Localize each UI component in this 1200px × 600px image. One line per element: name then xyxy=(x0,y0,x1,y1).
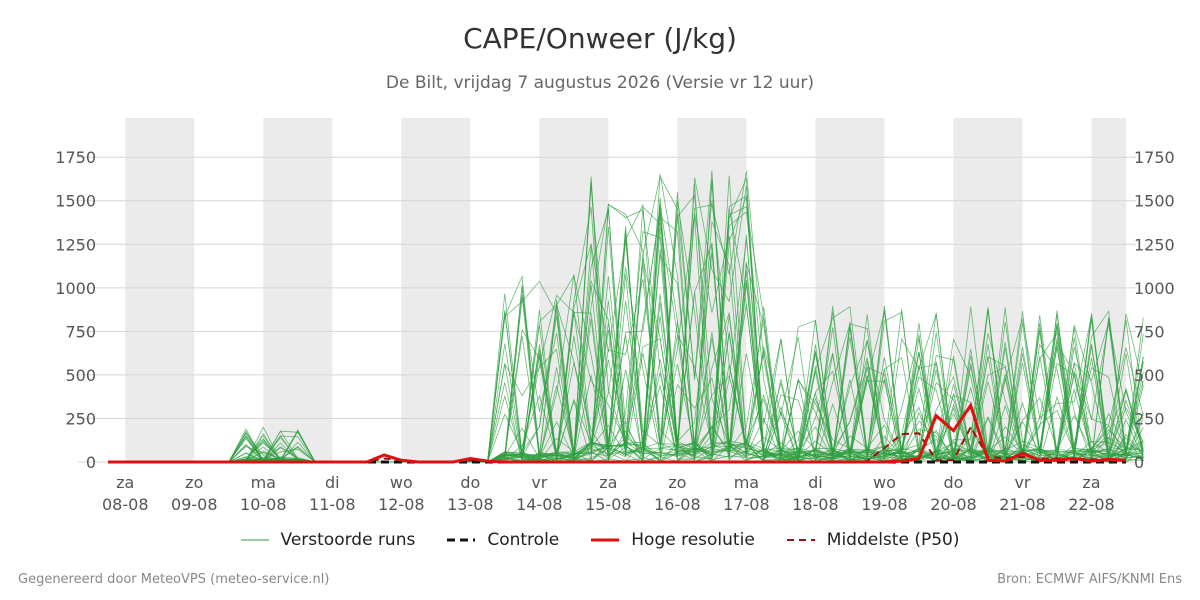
legend-item-perturbed[interactable]: Verstoorde runs xyxy=(240,530,416,550)
legend-swatch-control xyxy=(447,538,476,542)
chart-subtitle: De Bilt, vrijdag 7 augustus 2026 (Versie… xyxy=(385,73,815,93)
legend-label-median: Middelste (P50) xyxy=(826,530,960,550)
y-tick-label-right: 1000 xyxy=(1134,279,1175,298)
x-tick-date-08-08: 08-08 xyxy=(102,495,149,514)
x-tick-day-09-08: zo xyxy=(185,473,203,492)
x-tick-day-12-08: wo xyxy=(390,473,413,492)
x-tick-date-09-08: 09-08 xyxy=(171,495,218,514)
series-line-hoge-resolutie xyxy=(108,402,1127,464)
legend-label-hires: Hoge resolutie xyxy=(631,530,755,550)
y-axis-right: 0 250 500 750 1000 1250 1500 1750 xyxy=(1134,148,1175,472)
day-shading xyxy=(125,118,1126,462)
main-series xyxy=(108,402,1127,464)
perturbed-run-line xyxy=(108,191,1144,463)
legend-swatch-hires xyxy=(591,538,620,542)
x-tick-day-10-08: ma xyxy=(251,473,276,492)
x-tick-day-19-08: wo xyxy=(873,473,896,492)
shade-day-08-08 xyxy=(125,118,195,462)
y-tick-label-left: 250 xyxy=(65,409,96,428)
x-tick-day-18-08: di xyxy=(808,473,823,492)
perturbed-run-line xyxy=(108,177,1144,463)
x-tick-date-20-08: 20-08 xyxy=(930,495,977,514)
y-tick-label-right: 500 xyxy=(1134,366,1165,385)
x-tick-date-12-08: 12-08 xyxy=(378,495,425,514)
x-tick-day-15-08: za xyxy=(599,473,617,492)
y-tick-label-left: 1250 xyxy=(55,235,96,254)
legend-item-median[interactable]: Middelste (P50) xyxy=(786,530,960,550)
chart-title: CAPE/Onweer (J/kg) xyxy=(463,22,737,55)
x-tick-date-18-08: 18-08 xyxy=(792,495,839,514)
legend: Verstoorde runs Controle Hoge resolutie … xyxy=(0,530,1200,550)
y-tick-label-left: 1500 xyxy=(55,192,96,211)
x-tick-day-14-08: vr xyxy=(531,473,547,492)
legend-label-control: Controle xyxy=(487,530,560,550)
legend-label-perturbed: Verstoorde runs xyxy=(280,530,416,550)
y-tick-label-left: 1000 xyxy=(55,279,96,298)
x-tick-date-17-08: 17-08 xyxy=(723,495,770,514)
y-tick-label-left: 500 xyxy=(65,366,96,385)
y-tick-label-left: 1750 xyxy=(55,148,96,167)
y-tick-label-left: 0 xyxy=(86,453,96,472)
x-tick-date-19-08: 19-08 xyxy=(861,495,908,514)
legend-item-hires[interactable]: Hoge resolutie xyxy=(591,530,755,550)
shade-day-12-08 xyxy=(401,118,471,462)
footer-source: Bron: ECMWF AIFS/KNMI Ens xyxy=(997,572,1182,587)
y-tick-label-left: 750 xyxy=(65,322,96,341)
footer-generator: Gegenereerd door MeteoVPS (meteo-service… xyxy=(18,572,330,587)
x-tick-date-15-08: 15-08 xyxy=(585,495,632,514)
y-tick-label-right: 1750 xyxy=(1134,148,1175,167)
x-tick-date-13-08: 13-08 xyxy=(447,495,494,514)
x-tick-date-16-08: 16-08 xyxy=(654,495,701,514)
shade-day-10-08 xyxy=(263,118,333,462)
x-tick-day-16-08: zo xyxy=(668,473,686,492)
x-tick-day-22-08: za xyxy=(1082,473,1100,492)
x-tick-date-21-08: 21-08 xyxy=(999,495,1046,514)
x-tick-day-11-08: di xyxy=(325,473,340,492)
legend-item-control[interactable]: Controle xyxy=(447,530,559,550)
x-tick-day-17-08: ma xyxy=(734,473,759,492)
x-tick-date-10-08: 10-08 xyxy=(240,495,287,514)
x-axis: za 08-08 zo 09-08 ma 10-08 di 11-08 wo 12-08 do 13-… xyxy=(102,473,1115,514)
x-tick-date-22-08: 22-08 xyxy=(1068,495,1115,514)
y-tick-label-right: 0 xyxy=(1134,453,1144,472)
x-tick-date-14-08: 14-08 xyxy=(516,495,563,514)
y-tick-label-right: 1500 xyxy=(1134,192,1175,211)
x-tick-day-13-08: do xyxy=(460,473,480,492)
x-tick-day-21-08: vr xyxy=(1014,473,1030,492)
perturbed-run-line xyxy=(108,227,1144,463)
x-tick-day-20-08: do xyxy=(943,473,963,492)
y-tick-label-right: 250 xyxy=(1134,409,1165,428)
y-axis-left: 0 250 500 750 1000 1250 1500 1750 xyxy=(55,148,96,472)
legend-swatch-median xyxy=(786,539,815,541)
x-tick-date-11-08: 11-08 xyxy=(309,495,356,514)
y-tick-label-right: 1250 xyxy=(1134,235,1175,254)
y-tick-label-right: 750 xyxy=(1134,322,1165,341)
legend-swatch-perturbed xyxy=(240,539,269,541)
x-tick-day-08-08: za xyxy=(116,473,134,492)
